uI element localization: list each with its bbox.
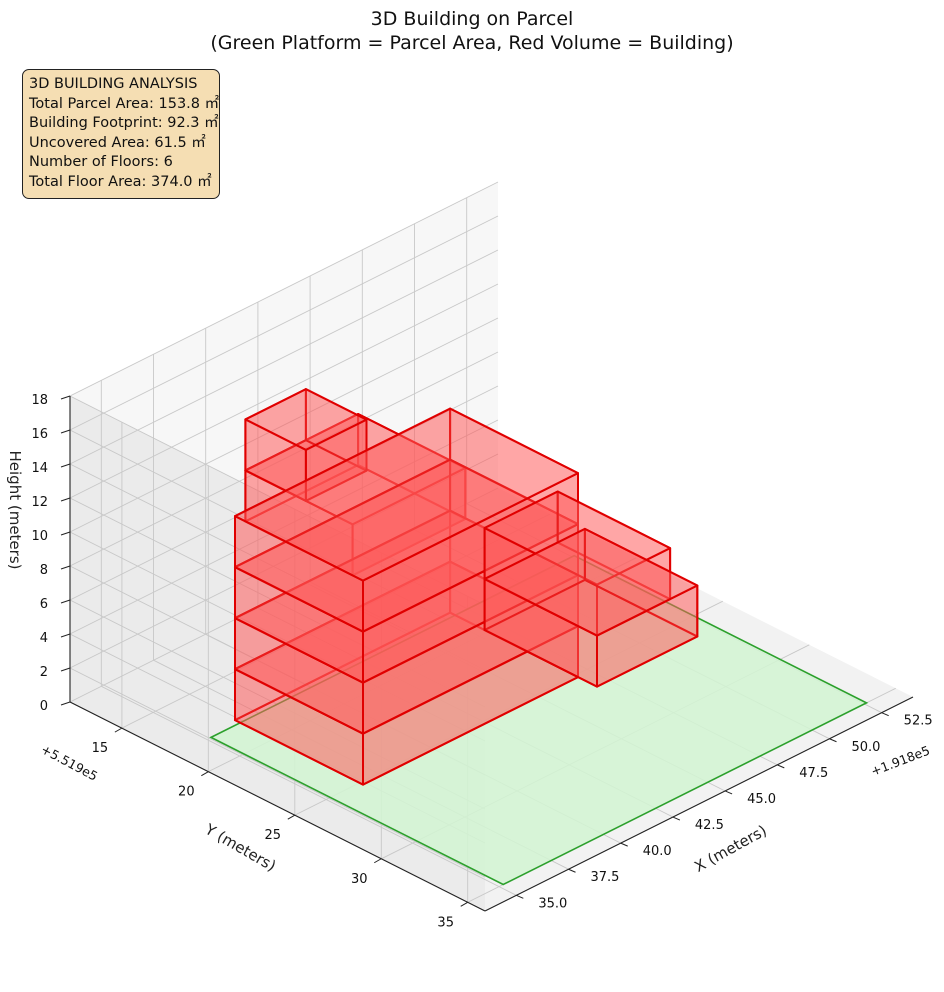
- building-footprint: Building Footprint: 92.3 ㎡: [29, 115, 219, 132]
- total-parcel-area: Total Parcel Area: 153.8 ㎡: [29, 95, 220, 112]
- total-floor-area: Total Floor Area: 374.0 ㎡: [29, 173, 212, 190]
- z-tick-label: 16: [31, 427, 48, 442]
- analysis-heading: 3D BUILDING ANALYSIS: [29, 76, 198, 92]
- chart-title: 3D Building on Parcel: [371, 8, 574, 30]
- uncovered-area: Uncovered Area: 61.5 ㎡: [29, 134, 206, 151]
- building-face: [234, 407, 579, 582]
- building-floor-3: [234, 458, 579, 684]
- building-floor-1: [234, 560, 579, 786]
- z-tick: [60, 497, 71, 502]
- y-tick: [374, 858, 382, 864]
- y-tick-label: 30: [351, 872, 368, 887]
- z-tick: [60, 701, 71, 706]
- z-tick-label: 18: [31, 393, 48, 408]
- x-tick-label: 37.5: [591, 870, 620, 885]
- building-face: [483, 490, 672, 586]
- z-tick-label: 0: [40, 699, 48, 714]
- z-tick-label: 14: [31, 461, 48, 476]
- tick-labels: 35.037.540.042.545.047.550.052.515202530…: [31, 393, 932, 930]
- y-tick: [287, 814, 296, 820]
- x-tick-label: 42.5: [695, 818, 724, 833]
- x-tick: [829, 738, 837, 743]
- x-tick-label: 52.5: [904, 714, 933, 729]
- z-tick: [60, 565, 71, 570]
- y-tick: [460, 901, 468, 907]
- z-tick: [60, 395, 71, 400]
- y-tick-label: 25: [265, 828, 282, 843]
- x-tick-label: 50.0: [851, 740, 880, 755]
- x-tick-label: 45.0: [747, 792, 776, 807]
- x-tick-label: 47.5: [799, 766, 828, 781]
- x-tick: [881, 712, 889, 717]
- y-tick-label: 20: [178, 785, 195, 800]
- x-tick-label: 35.0: [538, 896, 567, 911]
- building-face: [483, 527, 699, 637]
- x-tick-label: 40.0: [643, 844, 672, 859]
- z-axis-label: Height (meters): [6, 451, 24, 570]
- x-tick: [724, 790, 733, 795]
- parcel-platform: [209, 554, 869, 886]
- z-tick: [60, 633, 71, 638]
- x-tick: [777, 764, 785, 769]
- chart-subtitle: (Green Platform = Parcel Area, Red Volum…: [210, 32, 733, 54]
- y-tick-label: 35: [437, 915, 454, 930]
- x-tick: [516, 894, 524, 899]
- x-tick: [620, 842, 628, 847]
- z-tick-label: 8: [40, 563, 48, 578]
- chart-marks: [209, 388, 869, 886]
- number-of-floors: Number of Floors: 6: [29, 154, 173, 171]
- z-tick: [60, 429, 71, 434]
- building-floor-4: [234, 407, 579, 633]
- z-tick: [60, 531, 71, 536]
- z-tick-label: 2: [40, 665, 48, 680]
- building-floor-6: [244, 388, 368, 502]
- z-tick: [60, 463, 71, 468]
- z-tick: [60, 599, 71, 604]
- y-tick: [201, 771, 209, 777]
- z-tick-label: 6: [40, 597, 48, 612]
- building-face: [244, 388, 368, 451]
- y-tick: [114, 727, 123, 733]
- building-floor-2: [234, 509, 579, 735]
- z-tick-label: 4: [40, 631, 48, 646]
- building-floor-2: [483, 490, 672, 637]
- y-tick-label: 15: [92, 741, 109, 756]
- axes-lines: [60, 395, 914, 912]
- x-tick: [672, 816, 681, 821]
- z-tick: [60, 667, 71, 672]
- z-tick-label: 12: [31, 495, 48, 510]
- y-axis-line: [69, 701, 486, 912]
- building-floor-1: [483, 527, 699, 688]
- building-analysis-box: 3D BUILDING ANALYSIS Total Parcel Area: …: [22, 69, 220, 199]
- x-tick: [568, 868, 576, 873]
- z-tick-label: 10: [31, 529, 48, 544]
- x-axis-line: [484, 696, 914, 912]
